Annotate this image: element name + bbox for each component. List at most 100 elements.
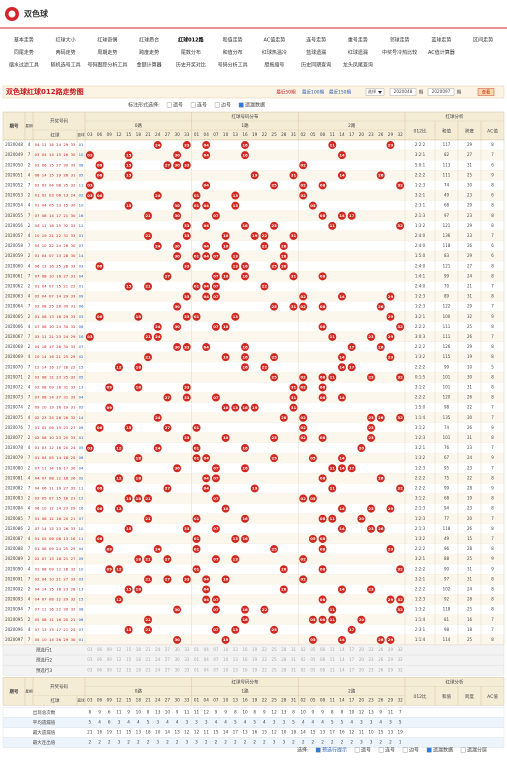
nav-link[interactable]: 缩水过滤工具 [9,62,39,69]
preselect-number[interactable]: 21 [145,657,151,662]
nav-link[interactable]: 重号走势 [348,37,368,44]
preselect-number[interactable]: 17 [349,647,355,652]
nav-link[interactable]: 蓝球走势 [431,37,451,44]
preselect-number[interactable]: 27 [165,647,171,652]
preselect-number[interactable]: 01 [194,647,200,652]
nav-link[interactable]: AC值走势 [263,37,285,44]
nav-link[interactable]: 随机选号工具 [51,62,81,69]
preselect-number[interactable]: 06 [97,647,103,652]
nav-link[interactable]: 红球质合 [139,37,159,44]
preselect-number[interactable]: 07 [213,667,219,672]
preselect-number[interactable]: 07 [213,657,219,662]
nav-link[interactable]: 蓝球遗漏 [306,49,326,56]
nav-link[interactable]: 历史同期查询 [301,62,331,69]
preselect-number[interactable]: 23 [369,667,375,672]
preselect-number[interactable]: 05 [310,657,316,662]
nav-link[interactable]: 龙头凤尾查询 [343,62,373,69]
preselect-number[interactable]: 21 [145,667,151,672]
preselect-number[interactable]: 33 [184,667,190,672]
preselect-number[interactable]: 04 [204,657,210,662]
preselect-number[interactable]: 03 [87,667,93,672]
preselect-number[interactable]: 11 [330,647,336,652]
preselect-number[interactable]: 27 [165,657,171,662]
preselect-number[interactable]: 13 [233,647,239,652]
preselect-number[interactable]: 25 [272,667,278,672]
preselect-number[interactable]: 03 [87,647,93,652]
preselect-number[interactable]: 05 [310,667,316,672]
view-button-text[interactable]: 查看 [482,89,491,96]
preselect-number[interactable]: 01 [194,657,200,662]
preselect-number[interactable]: 23 [369,647,375,652]
preselect-number[interactable]: 31 [291,657,297,662]
nav-link[interactable]: 周期走势 [97,49,117,56]
nav-link[interactable]: 胆拖缩号 [264,62,284,69]
option-item[interactable]: 遗漏数据 [245,102,265,109]
preselect-number[interactable]: 28 [281,647,287,652]
nav-link[interactable]: 尾数分布 [181,49,201,56]
preselect-number[interactable]: 10 [223,647,229,652]
preselect-number[interactable]: 30 [175,657,181,662]
preselect-number[interactable]: 08 [320,667,326,672]
recent-link[interactable]: 最近100期 [302,89,325,96]
nav-link[interactable]: AC值计算器 [428,49,455,56]
recent-link[interactable]: 最近150期 [329,89,352,96]
nav-link[interactable]: 红球热温冷 [262,49,287,56]
preselect-number[interactable]: 20 [359,657,365,662]
preselect-number[interactable]: 22 [262,647,268,652]
nav-link[interactable]: 红球012路 [178,37,204,44]
preselect-number[interactable]: 23 [369,657,375,662]
preselect-number[interactable]: 26 [378,647,384,652]
option-item[interactable]: 连号 [197,102,207,109]
preselect-number[interactable]: 12 [116,667,122,672]
preselect-number[interactable]: 19 [252,647,258,652]
option-item[interactable]: 边号 [409,747,419,754]
preselect-number[interactable]: 14 [339,667,345,672]
option-item[interactable]: 预选行提示 [322,747,347,754]
preselect-number[interactable]: 24 [155,657,161,662]
preselect-number[interactable]: 06 [97,667,103,672]
preselect-number[interactable]: 30 [175,647,181,652]
preselect-number[interactable]: 15 [126,667,132,672]
preselect-number[interactable]: 06 [97,657,103,662]
preselect-number[interactable]: 31 [291,647,297,652]
preselect-number[interactable]: 14 [339,647,345,652]
preselect-number[interactable]: 13 [233,657,239,662]
preselect-number[interactable]: 01 [194,667,200,672]
option-item[interactable]: 边号 [221,102,231,109]
preselect-number[interactable]: 16 [242,647,248,652]
preselect-number[interactable]: 11 [330,667,336,672]
nav-link[interactable]: 号码分析工具 [218,62,248,69]
preselect-number[interactable]: 24 [155,667,161,672]
preselect-number[interactable]: 08 [320,657,326,662]
preselect-number[interactable]: 19 [252,667,258,672]
preselect-number[interactable]: 32 [398,657,404,662]
nav-link[interactable]: 区间走势 [473,37,493,44]
preselect-number[interactable]: 32 [398,647,404,652]
preselect-number[interactable]: 29 [388,647,394,652]
preselect-number[interactable]: 02 [301,667,307,672]
preselect-number[interactable]: 31 [291,667,297,672]
preselect-number[interactable]: 10 [223,667,229,672]
preselect-number[interactable]: 18 [136,657,142,662]
option-item[interactable]: 连号 [385,747,395,754]
preselect-number[interactable]: 32 [398,667,404,672]
preselect-number[interactable]: 29 [388,667,394,672]
preselect-number[interactable]: 07 [213,647,219,652]
preselect-number[interactable]: 18 [136,647,142,652]
preselect-number[interactable]: 09 [107,647,113,652]
preselect-number[interactable]: 30 [175,667,181,672]
nav-link[interactable]: 红球遗漏 [348,49,368,56]
preselect-number[interactable]: 11 [330,657,336,662]
preselect-number[interactable]: 09 [107,657,113,662]
preselect-number[interactable]: 20 [359,647,365,652]
preselect-number[interactable]: 04 [204,647,210,652]
preselect-number[interactable]: 22 [262,667,268,672]
nav-link[interactable]: 连号走势 [306,37,326,44]
nav-link[interactable]: 和值分布 [223,49,243,56]
nav-link[interactable]: 历史开奖对比 [176,62,206,69]
option-item[interactable]: 遗号 [173,102,183,109]
preselect-number[interactable]: 33 [184,657,190,662]
preselect-number[interactable]: 02 [301,657,307,662]
preselect-number[interactable]: 17 [349,667,355,672]
preselect-number[interactable]: 12 [116,657,122,662]
